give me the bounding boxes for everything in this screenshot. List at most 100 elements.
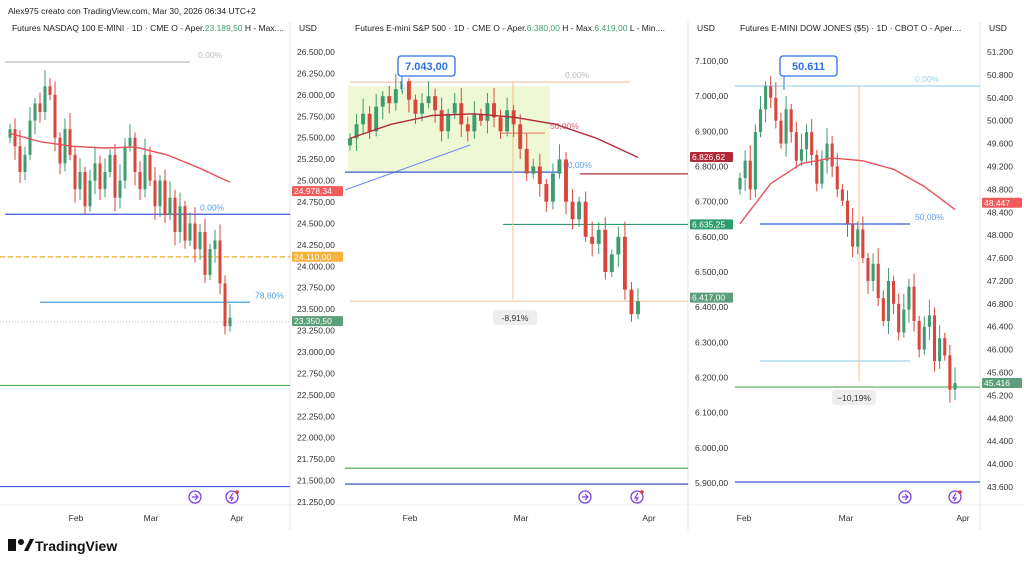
candle[interactable] [907,278,911,323]
candle[interactable] [183,200,187,249]
candle[interactable] [58,132,62,175]
candle[interactable] [583,191,588,242]
candle[interactable] [203,218,207,283]
candle[interactable] [348,133,352,151]
candle[interactable] [485,93,490,134]
candle[interactable] [492,88,496,128]
candle[interactable] [472,101,477,139]
candle[interactable] [948,344,952,403]
candle[interactable] [629,281,634,322]
candle[interactable] [805,124,809,163]
candle[interactable] [789,104,793,143]
moving-average-line[interactable] [9,132,231,183]
price-callout[interactable] [397,55,456,77]
candle[interactable] [143,138,147,198]
candle[interactable] [138,161,142,200]
candle[interactable] [550,163,555,210]
candle[interactable] [753,124,757,198]
chart-panel-3[interactable]: Futures E-MINI DOW JONES ($5) · 1D · CBO… [735,22,1024,530]
candle[interactable] [78,158,82,200]
candle[interactable] [13,118,17,160]
candle[interactable] [799,133,803,166]
candle[interactable] [866,252,870,294]
candle[interactable] [148,146,152,186]
candle[interactable] [917,315,921,358]
candle[interactable] [590,221,595,257]
candle[interactable] [88,169,92,212]
moving-average-line[interactable] [739,157,956,225]
candle[interactable] [73,146,77,203]
candle[interactable] [68,112,72,161]
candle[interactable] [815,149,819,192]
candle[interactable] [208,243,212,281]
candle[interactable] [380,91,385,120]
candle[interactable] [83,166,87,215]
lightning-event-icon[interactable] [630,490,644,504]
candle[interactable] [743,150,747,191]
candle[interactable] [943,332,947,361]
forward-event-icon[interactable] [578,490,592,504]
candle[interactable] [393,73,398,111]
candle[interactable] [361,98,366,135]
candle[interactable] [18,130,22,183]
candle[interactable] [23,146,27,181]
moving-average-line[interactable] [349,113,639,159]
candle[interactable] [133,132,137,186]
candle[interactable] [113,144,117,212]
candle[interactable] [892,275,896,315]
candle[interactable] [932,307,937,372]
candle[interactable] [198,223,202,260]
candle[interactable] [439,97,444,142]
candle[interactable] [158,175,162,218]
candle[interactable] [830,135,834,177]
candle[interactable] [218,224,222,295]
forward-event-icon[interactable] [188,490,202,504]
candle[interactable] [433,88,438,123]
candle[interactable] [927,299,931,340]
candle[interactable] [387,86,392,114]
candle[interactable] [820,150,824,189]
candle[interactable] [794,121,798,169]
candle[interactable] [478,108,483,126]
candle[interactable] [354,114,359,152]
candle[interactable] [779,112,783,149]
candle[interactable] [784,96,788,157]
price-callout[interactable] [779,55,838,77]
lightning-event-icon[interactable] [225,490,239,504]
candle[interactable] [577,196,582,227]
candle[interactable] [557,144,562,179]
candle[interactable] [213,229,217,263]
candle[interactable] [912,273,916,332]
candle[interactable] [769,75,773,109]
candle[interactable] [897,293,901,341]
candle[interactable] [178,192,182,243]
tradingview-logo[interactable]: TradingView [8,538,117,554]
candle[interactable] [228,304,232,332]
candle[interactable] [163,169,167,223]
candle[interactable] [223,275,227,335]
candle[interactable] [367,106,372,139]
candle[interactable] [748,145,752,200]
trend-line[interactable] [344,144,471,191]
candle[interactable] [537,153,542,197]
candle[interactable] [108,149,112,178]
candle[interactable] [188,212,192,246]
candle[interactable] [544,179,549,212]
candle[interactable] [871,253,875,292]
candle[interactable] [564,151,568,215]
candle[interactable] [609,249,614,278]
candle[interactable] [524,133,529,182]
candle[interactable] [902,293,906,338]
candle[interactable] [43,70,47,121]
candle[interactable] [840,184,844,207]
candle[interactable] [531,158,536,179]
candle[interactable] [616,226,621,268]
candle[interactable] [938,325,942,369]
candle[interactable] [622,221,627,300]
candle[interactable] [603,217,608,280]
candle[interactable] [518,114,523,160]
candle[interactable] [465,116,470,142]
candle[interactable] [774,82,778,129]
candle[interactable] [861,216,865,264]
candle[interactable] [835,153,839,198]
